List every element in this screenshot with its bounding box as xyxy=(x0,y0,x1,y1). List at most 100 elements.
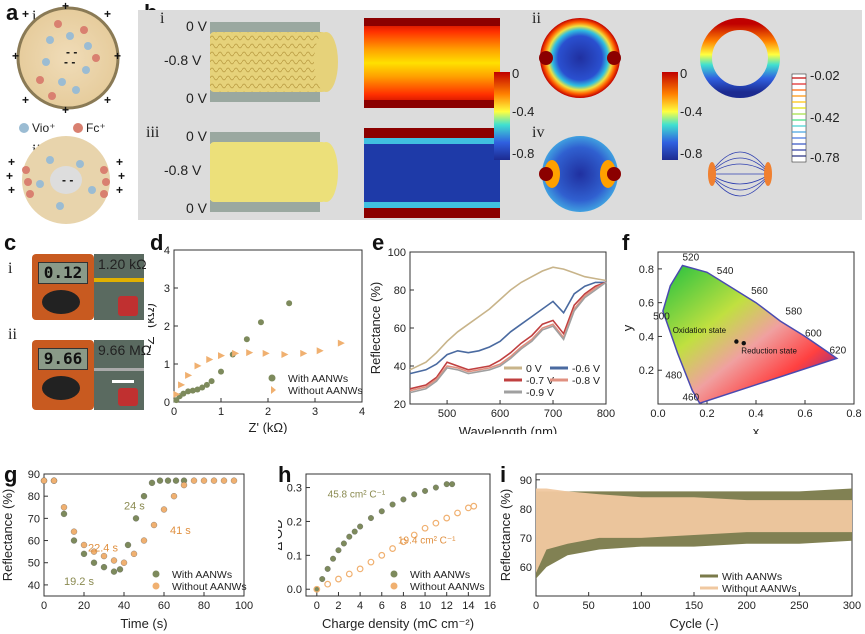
x-tick-label: 800 xyxy=(597,408,615,420)
probe-i xyxy=(118,296,138,316)
point-with-aanws xyxy=(100,564,108,571)
point-with-aanws xyxy=(286,300,293,307)
y-tick-label: 0.1 xyxy=(287,550,302,562)
cie-locus xyxy=(662,264,839,405)
wavelength-label: 460 xyxy=(683,393,700,404)
fiber-line-i xyxy=(94,278,144,282)
band-without-aanws xyxy=(536,488,852,573)
point-with-aanws xyxy=(80,550,88,558)
point-without-aanws xyxy=(180,481,188,489)
wavelength-label: 540 xyxy=(717,266,734,277)
legend-marker xyxy=(390,570,398,578)
colorbar2-top: 0 xyxy=(680,66,688,81)
point-with-aanws xyxy=(124,541,132,549)
vio-legend-dot xyxy=(19,123,29,133)
colorbar-3-lines xyxy=(792,77,806,157)
point-without-aanws xyxy=(50,477,58,484)
point-without-aanws xyxy=(281,351,289,358)
legend-marker xyxy=(271,386,276,394)
point-without-aanws xyxy=(389,545,396,552)
x-tick-label: 50 xyxy=(583,600,595,612)
vio-legend-label: Vio⁺ xyxy=(32,121,56,135)
y-tick-label: 0.4 xyxy=(639,331,654,343)
x-tick-label: 1 xyxy=(218,406,224,418)
point-with-aanws xyxy=(172,477,180,484)
plot-frame xyxy=(305,473,491,597)
electrode-bottom-iii xyxy=(210,200,320,212)
y-axis-label: Reflectance (%) xyxy=(500,489,513,581)
point-without-aanws xyxy=(120,559,128,566)
spectrum-line--08V xyxy=(409,281,607,392)
ring-potential-ii xyxy=(540,18,620,98)
fiber-cylinder-i xyxy=(210,32,326,92)
chart-f-cie: 0.0 0.2 0.4 0.6 0.8 0.2 0.4 0.6 0.8 x y 520 540 560 58… xyxy=(622,251,862,434)
legend-label: -0.9 V xyxy=(526,387,554,399)
voltage-i-bottom: 0 V xyxy=(186,90,208,106)
y-tick-label: 60 xyxy=(28,536,40,548)
annotation-24s: 24 s xyxy=(124,500,145,512)
x-axis-label: Time (s) xyxy=(120,616,167,631)
y-tick-label: 90 xyxy=(520,475,532,487)
legend-marker xyxy=(152,582,160,590)
colorbar3-top: -0.02 xyxy=(810,68,840,83)
legend-label: 0 V xyxy=(526,363,542,375)
panel-label-e: e xyxy=(372,230,385,255)
voltage-iii-top: 0 V xyxy=(186,128,208,144)
annotation-19s: 19.2 s xyxy=(64,576,94,588)
point-with-aanws xyxy=(180,390,187,397)
point-with-aanws xyxy=(324,565,331,572)
point-with-aanws xyxy=(335,547,342,554)
x-tick-label: 10 xyxy=(419,600,431,612)
x-tick-label: 20 xyxy=(78,600,90,612)
colorbar1-bottom: -0.8 xyxy=(512,146,535,161)
point-without-aanws xyxy=(400,538,407,546)
x-tick-label: 12 xyxy=(441,600,453,612)
point-without-aanws xyxy=(60,504,68,511)
y-tick-label: 0.2 xyxy=(287,516,302,528)
legend-marker xyxy=(152,570,160,578)
potential-map-i xyxy=(364,18,500,108)
y-tick-label: 80 xyxy=(520,504,532,516)
chart-e-reflectance-spectra: 500 600 700 800 20 40 60 80 100 Wavelength (nm) Re… xyxy=(370,247,615,434)
legend-label: Without AANWs xyxy=(288,385,363,397)
panel-label-h: h xyxy=(278,462,292,487)
wavelength-label: 480 xyxy=(665,371,682,382)
panel-b-sub-i: i xyxy=(160,10,165,27)
svg-text:+: + xyxy=(22,7,29,21)
y-tick-label: 100 xyxy=(388,247,406,259)
panel-label-f: f xyxy=(622,230,630,255)
point-with-aanws xyxy=(367,515,374,522)
x-tick-label: 200 xyxy=(737,600,755,612)
colorbar1-mid: -0.4 xyxy=(512,104,535,119)
fc-legend-label: Fc⁺ xyxy=(86,121,106,135)
point-with-aanws xyxy=(389,501,396,508)
x-tick-label: 0.6 xyxy=(797,408,812,420)
x-tick-label: 3 xyxy=(312,406,318,418)
point-without-aanws xyxy=(173,390,181,398)
x-axis-label: x xyxy=(753,424,760,434)
point-without-aanws xyxy=(324,580,332,588)
point-without-aanws xyxy=(90,548,98,555)
point-without-aanws xyxy=(432,519,440,527)
y-tick-label: 0.2 xyxy=(639,365,654,377)
point-without-aanws xyxy=(246,349,254,357)
legend-marker xyxy=(390,582,398,590)
point-with-aanws xyxy=(60,510,68,518)
point-without-aanws xyxy=(367,558,375,566)
x-axis-label: Z' (kΩ) xyxy=(249,420,288,434)
y-tick-label: 3 xyxy=(164,283,170,295)
colorbar3-bottom: -0.78 xyxy=(810,150,840,165)
point-without-aanws xyxy=(200,477,208,484)
panel-label-c: c xyxy=(4,230,17,255)
colorbar1-top: 0 xyxy=(512,66,520,81)
x-tick-label: 2 xyxy=(265,406,271,418)
point-without-aanws xyxy=(160,506,168,513)
x-tick-label: 0 xyxy=(41,600,47,612)
point-without-aanws xyxy=(232,349,240,357)
legend-label: With AANWs xyxy=(410,569,470,581)
x-tick-label: 0 xyxy=(314,600,320,612)
point-with-aanws xyxy=(351,528,358,535)
point-with-aanws xyxy=(208,378,215,385)
point-without-aanws xyxy=(262,349,270,357)
annotation-22s: 22.4 s xyxy=(88,543,118,555)
